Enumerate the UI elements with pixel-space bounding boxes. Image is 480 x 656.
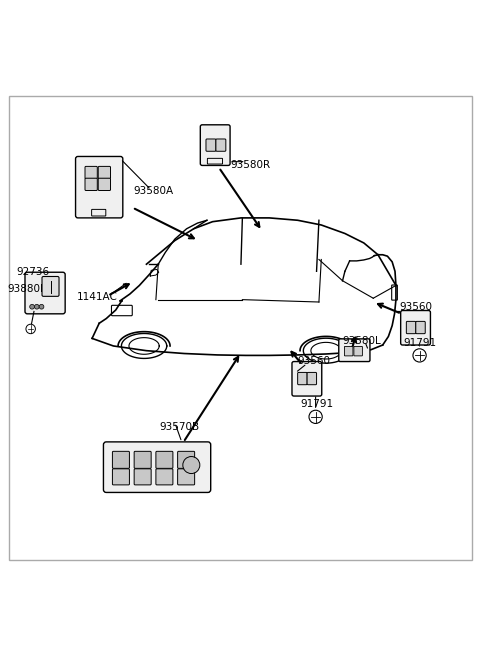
FancyBboxPatch shape bbox=[112, 451, 130, 468]
FancyBboxPatch shape bbox=[401, 310, 431, 345]
Circle shape bbox=[26, 324, 36, 334]
FancyBboxPatch shape bbox=[354, 346, 362, 356]
Text: 91791: 91791 bbox=[403, 338, 436, 348]
FancyBboxPatch shape bbox=[216, 139, 226, 152]
FancyBboxPatch shape bbox=[25, 272, 65, 314]
FancyBboxPatch shape bbox=[392, 285, 397, 300]
Circle shape bbox=[30, 304, 35, 309]
Circle shape bbox=[35, 304, 39, 309]
FancyBboxPatch shape bbox=[103, 442, 211, 493]
Text: 91791: 91791 bbox=[300, 399, 333, 409]
Text: 93580L: 93580L bbox=[342, 337, 381, 346]
Text: 93560: 93560 bbox=[298, 356, 331, 366]
FancyBboxPatch shape bbox=[407, 321, 416, 334]
FancyBboxPatch shape bbox=[42, 276, 59, 297]
Text: 1141AC: 1141AC bbox=[76, 293, 117, 302]
Circle shape bbox=[39, 304, 44, 309]
FancyBboxPatch shape bbox=[111, 305, 132, 316]
FancyBboxPatch shape bbox=[156, 451, 173, 468]
Text: 93580A: 93580A bbox=[133, 186, 174, 196]
FancyBboxPatch shape bbox=[112, 469, 130, 485]
Text: 93880E: 93880E bbox=[8, 284, 47, 294]
FancyBboxPatch shape bbox=[200, 125, 230, 165]
FancyBboxPatch shape bbox=[92, 209, 106, 216]
FancyBboxPatch shape bbox=[178, 451, 194, 468]
FancyBboxPatch shape bbox=[292, 361, 322, 396]
Circle shape bbox=[183, 457, 200, 474]
FancyBboxPatch shape bbox=[75, 157, 123, 218]
FancyBboxPatch shape bbox=[206, 139, 216, 152]
FancyBboxPatch shape bbox=[98, 178, 110, 190]
FancyBboxPatch shape bbox=[416, 321, 425, 334]
FancyBboxPatch shape bbox=[307, 373, 316, 384]
FancyBboxPatch shape bbox=[298, 373, 307, 384]
FancyBboxPatch shape bbox=[178, 469, 194, 485]
FancyBboxPatch shape bbox=[207, 158, 223, 164]
Text: 93580R: 93580R bbox=[230, 160, 270, 170]
Text: 92736: 92736 bbox=[16, 267, 49, 277]
FancyBboxPatch shape bbox=[98, 167, 110, 178]
FancyBboxPatch shape bbox=[134, 469, 151, 485]
FancyBboxPatch shape bbox=[85, 178, 97, 190]
FancyBboxPatch shape bbox=[134, 451, 151, 468]
FancyBboxPatch shape bbox=[156, 469, 173, 485]
Circle shape bbox=[309, 410, 322, 424]
FancyBboxPatch shape bbox=[85, 167, 97, 178]
FancyBboxPatch shape bbox=[339, 339, 370, 361]
Text: 93560: 93560 bbox=[399, 302, 432, 312]
Circle shape bbox=[413, 349, 426, 362]
FancyBboxPatch shape bbox=[345, 346, 353, 356]
Text: 93570B: 93570B bbox=[159, 422, 200, 432]
